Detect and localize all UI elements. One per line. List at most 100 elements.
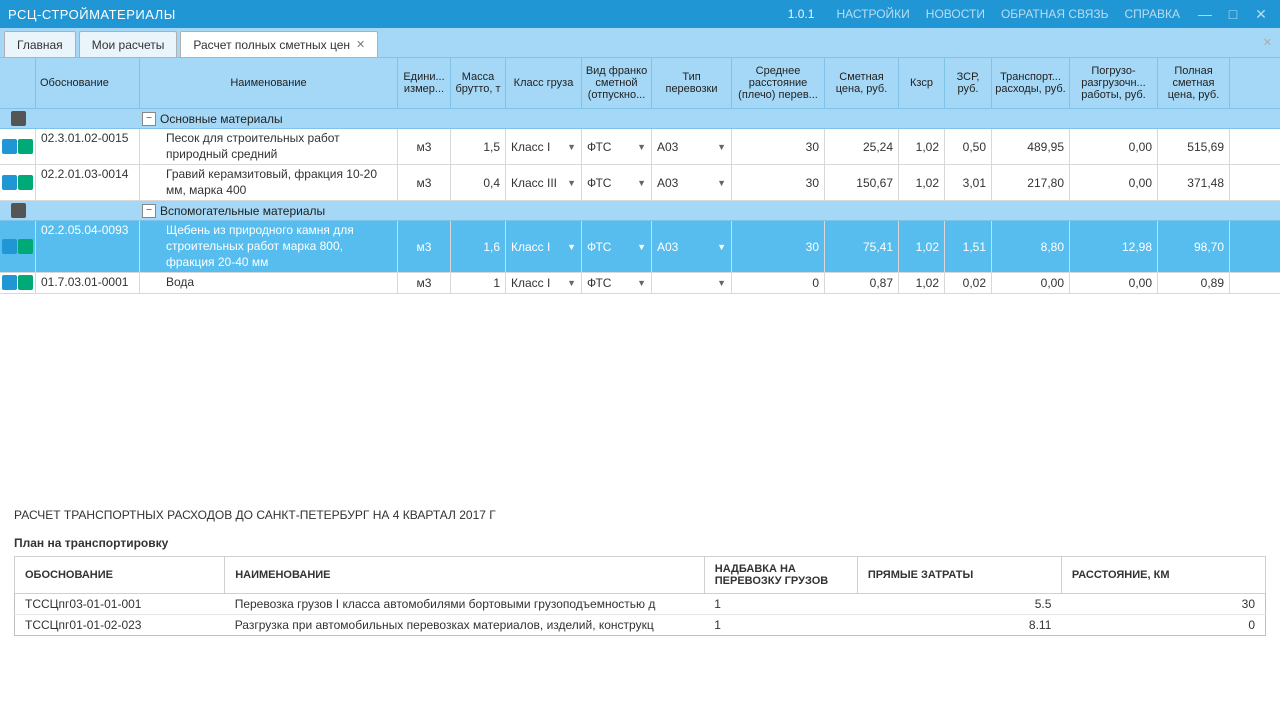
- collapse-icon[interactable]: −: [142, 204, 156, 218]
- col-header-unit[interactable]: Едини... измер...: [398, 58, 451, 108]
- row-icons: [0, 165, 36, 200]
- cell-tiptrans[interactable]: ▼: [652, 273, 732, 293]
- cell-mass[interactable]: 0,4: [451, 165, 506, 200]
- cell-class[interactable]: Класс III▼: [506, 165, 582, 200]
- chevron-down-icon[interactable]: ▼: [637, 278, 646, 288]
- group-title: Основные материалы: [160, 112, 283, 126]
- chevron-down-icon[interactable]: ▼: [567, 142, 576, 152]
- cell-franko[interactable]: ФТС▼: [582, 129, 652, 164]
- bp-cell-direct: 8.11: [857, 615, 1061, 636]
- cell-fullprice: 515,69: [1158, 129, 1230, 164]
- cell-class[interactable]: Класс I▼: [506, 221, 582, 272]
- window-close-icon[interactable]: ✕: [1250, 6, 1272, 23]
- col-header-name[interactable]: Наименование: [140, 58, 398, 108]
- cell-mass[interactable]: 1: [451, 273, 506, 293]
- chevron-down-icon[interactable]: ▼: [637, 178, 646, 188]
- cell-distance[interactable]: 30: [732, 221, 825, 272]
- col-header-distance[interactable]: Среднее расстояние (плечо) перев...: [732, 58, 825, 108]
- menu-feedback[interactable]: ОБРАТНАЯ СВЯЗЬ: [1001, 7, 1109, 21]
- chevron-down-icon[interactable]: ▼: [717, 278, 726, 288]
- table-row[interactable]: 01.7.03.01-0001Водам31Класс I▼ФТС▼▼00,87…: [0, 273, 1280, 294]
- col-header-code[interactable]: Обоснование: [36, 58, 140, 108]
- group-row[interactable]: −Основные материалы: [0, 109, 1280, 129]
- item-icon: [2, 275, 17, 290]
- col-header-franko[interactable]: Вид франко сметной (отпускно...: [582, 58, 652, 108]
- app-title: РСЦ-СТРОЙМАТЕРИАЛЫ: [8, 7, 176, 22]
- cell-loading: 0,00: [1070, 129, 1158, 164]
- col-header-fullprice[interactable]: Полная сметная цена, руб.: [1158, 58, 1230, 108]
- cell-franko[interactable]: ФТС▼: [582, 221, 652, 272]
- col-header-mass[interactable]: Масса брутто, т: [451, 58, 506, 108]
- cell-class[interactable]: Класс I▼: [506, 129, 582, 164]
- bp-col-code[interactable]: ОБОСНОВАНИЕ: [15, 557, 225, 594]
- item-icon: [18, 175, 33, 190]
- window-maximize-icon[interactable]: □: [1222, 6, 1244, 22]
- cell-tiptrans[interactable]: А03▼: [652, 165, 732, 200]
- table-row[interactable]: 02.2.05.04-0093Щебень из природного камн…: [0, 221, 1280, 273]
- chevron-down-icon[interactable]: ▼: [567, 242, 576, 252]
- cell-name: Песок для строительных работ природный с…: [140, 129, 398, 164]
- bp-cell-name: Разгрузка при автомобильных перевозках м…: [225, 615, 705, 636]
- cell-class[interactable]: Класс I▼: [506, 273, 582, 293]
- bp-cell-distance: 0: [1061, 615, 1265, 636]
- bp-col-name[interactable]: НАИМЕНОВАНИЕ: [225, 557, 705, 594]
- col-header-smetprice[interactable]: Сметная цена, руб.: [825, 58, 899, 108]
- bp-col-surcharge[interactable]: НАДБАВКА НА ПЕРЕВОЗКУ ГРУЗОВ: [704, 557, 857, 594]
- tab-my-calcs[interactable]: Мои расчеты: [79, 31, 178, 57]
- tab-full-prices[interactable]: Расчет полных сметных цен ✕: [180, 31, 378, 57]
- cell-franko[interactable]: ФТС▼: [582, 273, 652, 293]
- cell-fullprice: 0,89: [1158, 273, 1230, 293]
- tab-label: Главная: [17, 38, 63, 52]
- transport-row[interactable]: ТССЦпг03-01-01-001Перевозка грузов I кла…: [15, 594, 1266, 615]
- table-row[interactable]: 02.3.01.02-0015Песок для строительных ра…: [0, 129, 1280, 165]
- col-header-class[interactable]: Класс груза: [506, 58, 582, 108]
- menu-settings[interactable]: НАСТРОЙКИ: [836, 7, 909, 21]
- cell-kzsr: 1,02: [899, 273, 945, 293]
- transport-row[interactable]: ТССЦпг01-01-02-023Разгрузка при автомоби…: [15, 615, 1266, 636]
- col-header-icons: [0, 58, 36, 108]
- window-minimize-icon[interactable]: —: [1194, 6, 1216, 22]
- col-header-transport[interactable]: Транспорт... расходы, руб.: [992, 58, 1070, 108]
- col-header-zsr[interactable]: ЗСР, руб.: [945, 58, 992, 108]
- bp-cell-name: Перевозка грузов I класса автомобилями б…: [225, 594, 705, 615]
- cell-tiptrans[interactable]: А03▼: [652, 129, 732, 164]
- bp-col-distance[interactable]: РАССТОЯНИЕ, КМ: [1061, 557, 1265, 594]
- bp-cell-direct: 5.5: [857, 594, 1061, 615]
- chevron-down-icon[interactable]: ▼: [567, 178, 576, 188]
- cell-code: 01.7.03.01-0001: [36, 273, 140, 293]
- col-header-kzsr[interactable]: Кзср: [899, 58, 945, 108]
- cell-smetprice: 150,67: [825, 165, 899, 200]
- cell-loading: 12,98: [1070, 221, 1158, 272]
- bp-cell-code: ТССЦпг01-01-02-023: [15, 615, 225, 636]
- menu-news[interactable]: НОВОСТИ: [926, 7, 985, 21]
- cell-distance[interactable]: 30: [732, 165, 825, 200]
- chevron-down-icon[interactable]: ▼: [567, 278, 576, 288]
- table-row[interactable]: 02.2.01.03-0014Гравий керамзитовый, фрак…: [0, 165, 1280, 201]
- tabbar-close-icon[interactable]: ✕: [1263, 36, 1272, 49]
- cell-distance[interactable]: 30: [732, 129, 825, 164]
- tab-close-icon[interactable]: ✕: [356, 38, 365, 51]
- group-row[interactable]: −Вспомогательные материалы: [0, 201, 1280, 221]
- cell-franko[interactable]: ФТС▼: [582, 165, 652, 200]
- item-icon: [2, 239, 17, 254]
- bp-col-direct[interactable]: ПРЯМЫЕ ЗАТРАТЫ: [857, 557, 1061, 594]
- cell-mass[interactable]: 1,5: [451, 129, 506, 164]
- chevron-down-icon[interactable]: ▼: [717, 178, 726, 188]
- cell-mass[interactable]: 1,6: [451, 221, 506, 272]
- chevron-down-icon[interactable]: ▼: [637, 142, 646, 152]
- cell-tiptrans[interactable]: А03▼: [652, 221, 732, 272]
- collapse-icon[interactable]: −: [142, 112, 156, 126]
- cell-distance[interactable]: 0: [732, 273, 825, 293]
- cell-unit: м3: [398, 165, 451, 200]
- menu-help[interactable]: СПРАВКА: [1125, 7, 1181, 21]
- cell-unit: м3: [398, 273, 451, 293]
- col-header-tiptrans[interactable]: Тип перевозки: [652, 58, 732, 108]
- cell-name: Гравий керамзитовый, фракция 10-20 мм, м…: [140, 165, 398, 200]
- chevron-down-icon[interactable]: ▼: [717, 142, 726, 152]
- cell-code: 02.2.05.04-0093: [36, 221, 140, 272]
- chevron-down-icon[interactable]: ▼: [637, 242, 646, 252]
- tab-main[interactable]: Главная: [4, 31, 76, 57]
- bottom-title: РАСЧЕТ ТРАНСПОРТНЫХ РАСХОДОВ ДО САНКТ-ПЕ…: [14, 508, 1266, 522]
- chevron-down-icon[interactable]: ▼: [717, 242, 726, 252]
- col-header-loading[interactable]: Погрузо-разгрузочн... работы, руб.: [1070, 58, 1158, 108]
